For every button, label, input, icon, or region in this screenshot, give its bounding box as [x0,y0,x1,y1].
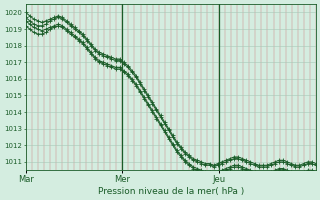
X-axis label: Pression niveau de la mer( hPa ): Pression niveau de la mer( hPa ) [98,187,244,196]
